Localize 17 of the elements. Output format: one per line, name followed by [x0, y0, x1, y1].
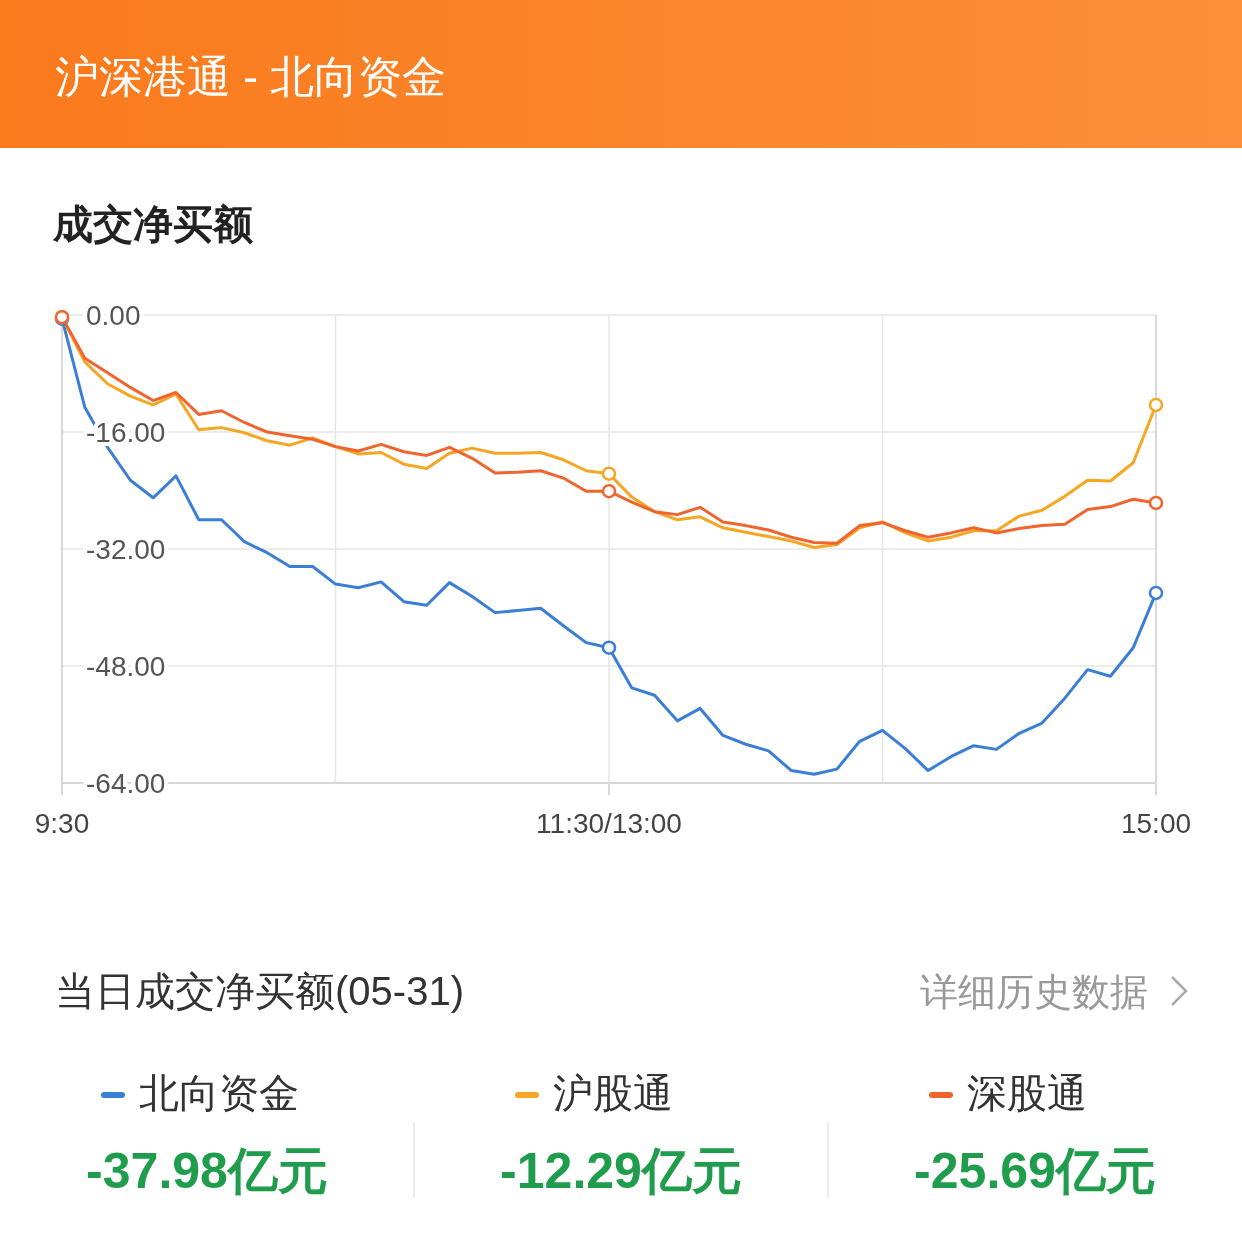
legend-label: 北向资金: [139, 1071, 299, 1115]
chart-subtitle: 成交净买额: [52, 202, 253, 246]
x-tick-label: 11:30/13:00: [536, 808, 682, 839]
y-tick-label: 0.00: [86, 300, 141, 331]
chart-title: 沪深港通 - 北向资金: [55, 52, 447, 101]
legend-label: 沪股通: [553, 1071, 673, 1115]
legend-label: 深股通: [967, 1071, 1087, 1115]
text: -25.69亿元: [914, 1143, 1156, 1199]
y-tick-label: -32.00: [86, 534, 166, 565]
x-tick-label: 15:00: [1120, 808, 1192, 839]
text: -12.29亿元: [500, 1143, 742, 1199]
text: 详细历史数据: [920, 971, 1148, 1013]
y-tick-label: -48.00: [86, 651, 166, 682]
x-tick-label: 9:30: [34, 808, 90, 839]
text: 当日成交净买额(05-31): [55, 969, 464, 1013]
y-tick-label: -64.00: [86, 768, 166, 799]
text: -37.98亿元: [86, 1143, 328, 1199]
